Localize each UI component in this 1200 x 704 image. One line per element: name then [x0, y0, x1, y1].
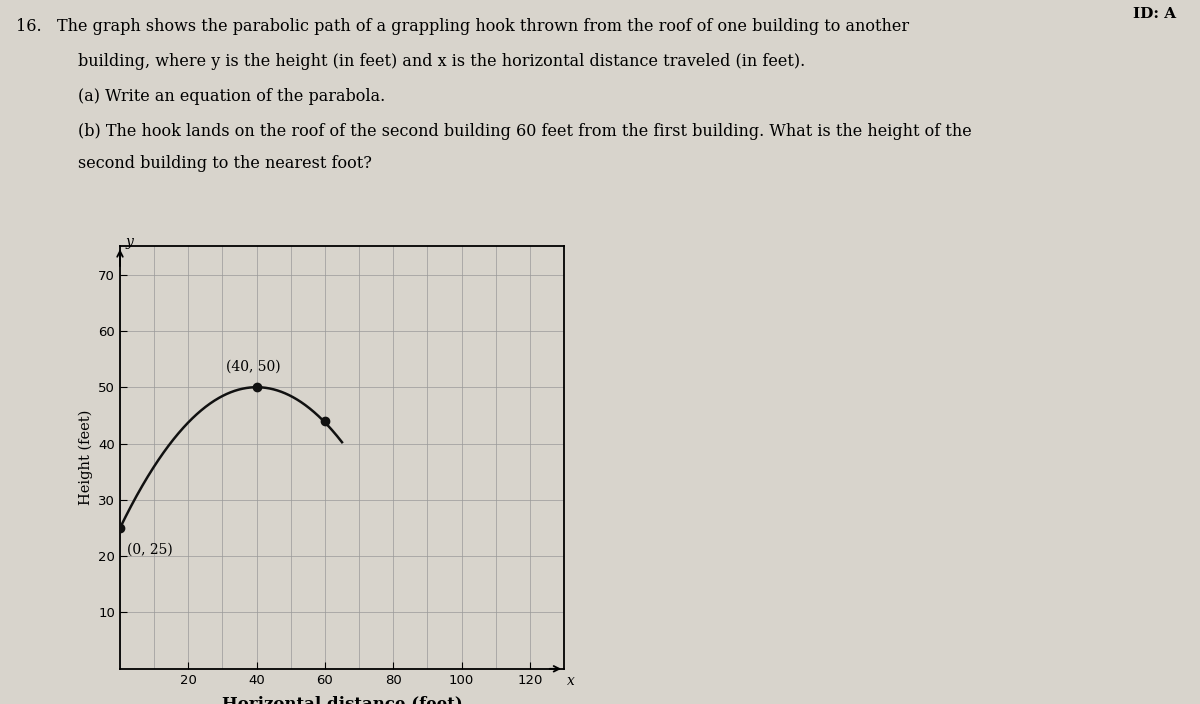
Text: (0, 25): (0, 25) — [127, 542, 173, 556]
Y-axis label: Height (feet): Height (feet) — [78, 410, 92, 505]
Text: y: y — [125, 235, 133, 249]
Text: x: x — [568, 674, 575, 689]
Text: (b) The hook lands on the roof of the second building 60 feet from the first bui: (b) The hook lands on the roof of the se… — [78, 123, 972, 140]
Text: ID: A: ID: A — [1133, 7, 1176, 21]
Text: building, where y is the height (in feet) and x is the horizontal distance trave: building, where y is the height (in feet… — [78, 53, 805, 70]
Text: second building to the nearest foot?: second building to the nearest foot? — [78, 155, 372, 172]
Text: 16.   The graph shows the parabolic path of a grappling hook thrown from the roo: 16. The graph shows the parabolic path o… — [16, 18, 908, 34]
X-axis label: Horizontal distance (feet): Horizontal distance (feet) — [222, 695, 462, 704]
Text: (a) Write an equation of the parabola.: (a) Write an equation of the parabola. — [78, 88, 385, 105]
Text: (40, 50): (40, 50) — [226, 359, 281, 373]
